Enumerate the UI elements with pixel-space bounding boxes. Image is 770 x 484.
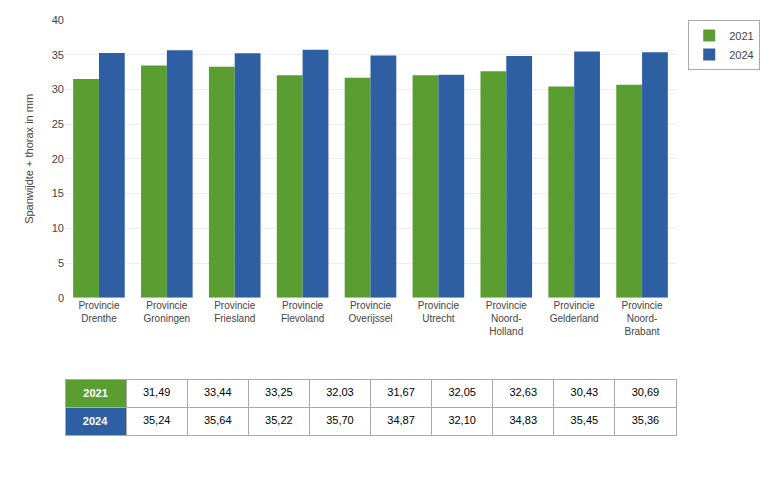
svg-text:30,69: 30,69 — [632, 386, 660, 398]
svg-text:35,24: 35,24 — [143, 414, 171, 426]
svg-text:40: 40 — [52, 14, 64, 26]
svg-text:Spanwijdte + thorax in mm: Spanwijdte + thorax in mm — [23, 94, 35, 224]
svg-text:35,22: 35,22 — [265, 414, 293, 426]
svg-text:ProvincieNoord-Brabant: ProvincieNoord-Brabant — [621, 300, 663, 337]
svg-text:35,36: 35,36 — [632, 414, 660, 426]
svg-text:31,49: 31,49 — [143, 386, 171, 398]
svg-text:35,70: 35,70 — [326, 414, 354, 426]
svg-text:30,43: 30,43 — [571, 386, 599, 398]
svg-text:32,05: 32,05 — [448, 386, 476, 398]
svg-text:34,87: 34,87 — [387, 414, 415, 426]
svg-text:34,83: 34,83 — [509, 414, 537, 426]
svg-text:33,25: 33,25 — [265, 386, 293, 398]
svg-text:5: 5 — [58, 257, 64, 269]
svg-text:ProvincieOverijssel: ProvincieOverijssel — [349, 300, 393, 324]
svg-text:2021: 2021 — [83, 387, 107, 399]
svg-text:ProvincieDrenthe: ProvincieDrenthe — [78, 300, 120, 324]
svg-text:10: 10 — [52, 222, 64, 234]
svg-text:25: 25 — [52, 118, 64, 130]
svg-text:ProvincieFriesland: ProvincieFriesland — [214, 300, 256, 324]
svg-text:ProvincieGelderland: ProvincieGelderland — [550, 300, 599, 324]
svg-text:2021: 2021 — [729, 30, 753, 42]
svg-text:30: 30 — [52, 83, 64, 95]
svg-text:ProvincieUtrecht: ProvincieUtrecht — [418, 300, 460, 324]
svg-text:ProvincieNoord-Holland: ProvincieNoord-Holland — [486, 300, 528, 337]
svg-text:2024: 2024 — [729, 49, 753, 61]
svg-text:35: 35 — [52, 49, 64, 61]
svg-text:33,44: 33,44 — [204, 386, 232, 398]
svg-text:32,03: 32,03 — [326, 386, 354, 398]
svg-text:ProvincieFlevoland: ProvincieFlevoland — [281, 300, 324, 324]
svg-text:2024: 2024 — [83, 415, 108, 427]
svg-text:32,10: 32,10 — [448, 414, 476, 426]
svg-text:35,45: 35,45 — [571, 414, 599, 426]
svg-text:15: 15 — [52, 187, 64, 199]
svg-text:20: 20 — [52, 153, 64, 165]
svg-text:0: 0 — [58, 292, 64, 304]
svg-text:32,63: 32,63 — [509, 386, 537, 398]
svg-text:ProvincieGroningen: ProvincieGroningen — [143, 300, 190, 324]
svg-text:35,64: 35,64 — [204, 414, 232, 426]
svg-text:31,67: 31,67 — [387, 386, 415, 398]
